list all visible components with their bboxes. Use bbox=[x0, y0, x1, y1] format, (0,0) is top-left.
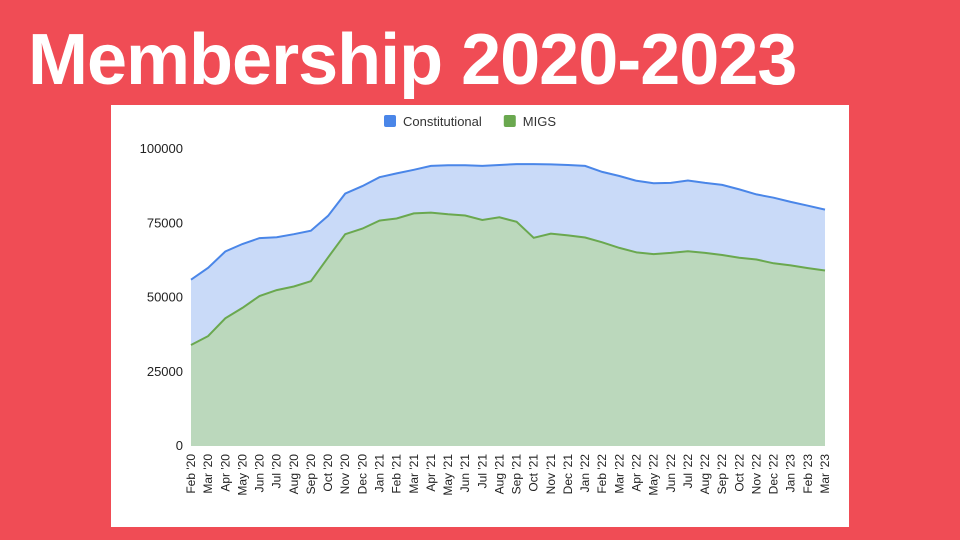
x-tick-label: Jun '21 bbox=[458, 454, 472, 493]
x-tick-label: May '20 bbox=[235, 454, 249, 496]
legend-swatch-migs bbox=[503, 115, 516, 127]
y-tick-label: 75000 bbox=[147, 215, 183, 230]
x-tick-label: Oct '20 bbox=[321, 454, 335, 492]
legend-swatch-constitutional bbox=[384, 115, 396, 127]
x-tick-label: Aug '20 bbox=[287, 454, 301, 495]
y-tick-label: 50000 bbox=[147, 290, 183, 305]
y-tick-label: 25000 bbox=[147, 364, 183, 379]
x-tick-label: Dec '20 bbox=[355, 454, 369, 495]
chart-card: 0 25000 50000 75000 100000 Feb '20 Mar '20 Apr… bbox=[111, 105, 849, 527]
x-tick-label: Feb '21 bbox=[390, 454, 404, 494]
x-tick-label: Jan '23 bbox=[784, 454, 798, 493]
x-tick-label: May '22 bbox=[647, 454, 661, 496]
x-tick-label: Nov '22 bbox=[749, 454, 763, 495]
x-tick-label: May '21 bbox=[441, 454, 455, 496]
x-tick-label: Jul '20 bbox=[270, 454, 284, 489]
x-tick-label: Oct '21 bbox=[527, 454, 541, 492]
legend-label-constitutional: Constitutional bbox=[403, 114, 482, 129]
x-tick-label: Feb '23 bbox=[801, 454, 815, 494]
migs-line bbox=[190, 211, 826, 346]
x-tick-label: Feb '20 bbox=[184, 454, 198, 494]
x-tick-label: Jul '21 bbox=[475, 454, 489, 489]
x-tick-label: Sep '21 bbox=[510, 454, 524, 495]
y-tick-label: 100000 bbox=[140, 141, 183, 156]
x-tick-label: Mar '20 bbox=[201, 454, 215, 494]
x-tick-label: Jun '20 bbox=[253, 454, 267, 493]
x-tick-label: Sep '22 bbox=[715, 454, 729, 495]
slide-title: Membership 2020-2023 bbox=[28, 20, 797, 100]
x-tick-label: Apr '20 bbox=[218, 454, 232, 492]
x-tick-label: Jun '22 bbox=[664, 454, 678, 493]
x-tick-label: Aug '22 bbox=[698, 454, 712, 495]
x-tick-label: Apr '21 bbox=[424, 454, 438, 492]
x-tick-label: Jul '22 bbox=[681, 454, 695, 489]
legend-label-migs: MIGS bbox=[523, 114, 557, 129]
x-tick-label: Feb '22 bbox=[595, 454, 609, 494]
x-tick-label: Mar '22 bbox=[612, 454, 626, 494]
y-tick-label: 0 bbox=[176, 438, 183, 453]
x-tick-label: Mar '21 bbox=[407, 454, 421, 494]
x-tick-label: Jan '22 bbox=[578, 454, 592, 493]
x-tick-label: Mar '23 bbox=[818, 454, 832, 494]
x-tick-label: Dec '22 bbox=[767, 454, 781, 495]
x-tick-label: Nov '21 bbox=[544, 454, 558, 495]
x-tick-label: Jan '21 bbox=[372, 454, 386, 493]
x-tick-label: Apr '22 bbox=[630, 454, 644, 492]
x-tick-label: Aug '21 bbox=[492, 454, 506, 495]
x-tick-label: Dec '21 bbox=[561, 454, 575, 495]
x-tick-label: Nov '20 bbox=[338, 454, 352, 495]
migs-area bbox=[191, 212, 825, 446]
x-tick-label: Sep '20 bbox=[304, 454, 318, 495]
constitutional-line bbox=[190, 163, 826, 281]
x-tick-label: Oct '22 bbox=[732, 454, 746, 492]
